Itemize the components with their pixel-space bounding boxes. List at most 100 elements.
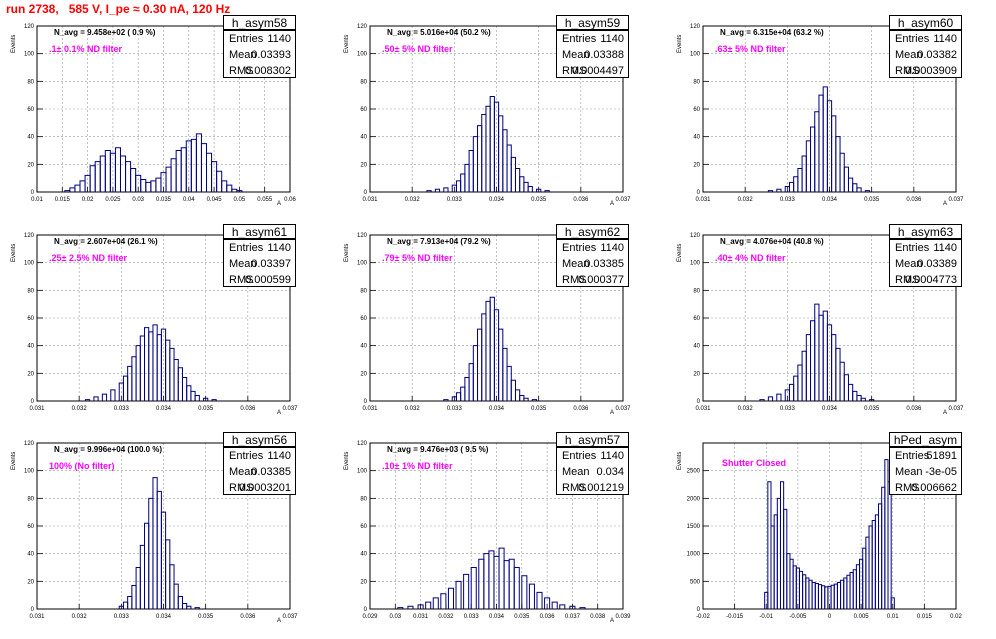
histogram-bin [485,105,491,192]
stats-entries-value: 1140 [267,33,291,45]
histogram-bin [460,386,466,401]
stats-rms-value: 0.0003909 [905,65,957,77]
histogram-bin [814,111,820,192]
y-tick-label: 40 [360,135,367,141]
x-axis-label: A [277,618,282,624]
stats-rms-label: RMS [895,482,920,494]
stats-row-entries: Entries 1140 [890,31,961,47]
histogram-plot-h_asym59: 0.031 0.032 0.033 0.034 0.035 0.036 0.037 0 20 40… [357,24,631,203]
stats-rms-label: RMS [229,482,254,494]
histogram-bin [152,477,158,609]
histogram-name-box: h_asym56 [223,432,296,447]
stats-row-mean: Mean 0.03385 [224,464,295,480]
x-tick-label: 0.031 [695,197,711,203]
histogram-bin [544,190,550,192]
histogram-bin [797,364,803,401]
x-tick-label: 0.033 [464,614,480,620]
x-tick-label: 0.038 [590,614,606,620]
histogram-bin [455,392,462,401]
histogram-bin [447,587,454,609]
x-axis-label: A [943,201,948,207]
histogram-bin [788,383,795,401]
histogram-bin [776,188,782,192]
histogram-bin [856,187,862,192]
histogram-bin [145,181,152,192]
x-axis-label: A [277,410,282,416]
y-tick-label: 0 [697,190,701,196]
histogram-bin [144,327,150,401]
stats-mean-value: 0.03389 [917,258,957,270]
stats-row-entries: Entries 1140 [224,240,295,256]
histogram-bin [203,397,209,401]
stats-row-rms: RMS 0.000599 [224,272,295,288]
x-tick-label: 0.02 [950,614,962,620]
x-tick-label: 0.01 [887,614,899,620]
histogram-bin [94,161,101,192]
y-tick-label: 0 [31,399,35,405]
y-axis-label: Events [11,243,17,262]
histogram-bin [506,365,512,401]
x-tick-label: 0.032 [405,406,421,412]
y-tick-label: 1000 [687,552,701,558]
stats-mean-value: -3e-05 [925,466,957,478]
x-tick-label: 0.031 [413,614,429,620]
y-tick-label: 100 [357,469,368,475]
x-tick-label: 0.034 [489,197,505,203]
filter-label: .63± 5% ND filter [715,44,786,54]
stats-entries-value: 1140 [600,450,624,462]
histogram-bin [551,601,558,609]
y-tick-label: 120 [24,24,35,30]
histogram-bin [432,597,439,609]
histogram-bin [536,591,543,609]
stats-mean-value: 0.03385 [584,258,624,270]
histogram-bin [528,583,535,609]
x-tick-label: 0.036 [240,614,256,620]
y-axis-label: Events [677,243,683,262]
x-tick-label: 0.039 [615,614,631,620]
histogram-bin [502,129,508,192]
histogram-name-box: h_asym57 [556,432,629,447]
x-tick-label: 0.036 [573,197,589,203]
histogram-panel-h_asym57: 0.029 0.03 0.031 0.032 0.033 0.034 0.035 0.036 0… [335,432,665,639]
histogram-bin [190,138,197,192]
y-tick-label: 60 [693,316,700,322]
stats-entries-label: Entries [895,242,930,254]
x-tick-label: 0.036 [573,406,589,412]
histogram-bin [523,397,529,401]
stats-rms-label: RMS [562,482,587,494]
histogram-bin [417,604,424,609]
histogram-bin [797,167,803,192]
x-tick-label: 0.031 [362,197,378,203]
histogram-panel-h_asym59: 0.031 0.032 0.033 0.034 0.035 0.036 0.037 0 20 40… [335,15,665,222]
x-tick-label: -0.005 [789,614,807,620]
stats-mean-value: 0.03388 [584,49,624,61]
stats-row-rms: RMS 0.0003909 [890,63,961,79]
y-tick-label: 80 [693,288,700,294]
x-tick-label: 0.015 [55,197,71,203]
histogram-bin [140,179,147,192]
histogram-bin [169,347,175,401]
stats-row-mean: Mean 0.03382 [890,47,961,63]
y-tick-label: 60 [27,524,34,530]
x-tick-label: 0.05 [234,197,246,203]
stats-rms-label: RMS [895,65,920,77]
histogram-name-box: h_asym63 [889,224,962,239]
x-tick-label: 0.03 [132,197,144,203]
histogram-bin [801,350,807,401]
histogram-bin [514,389,521,401]
y-tick-label: 120 [24,233,35,239]
histogram-bin [144,522,150,609]
histogram-panel-h_asym58: 0.01 0.015 0.02 0.025 0.03 0.035 0.04 0.045 0.05… [2,15,332,222]
stats-rms-value: 0.001219 [578,482,624,494]
histogram-bin [114,147,121,192]
histogram-bin [887,481,892,609]
histogram-bin [890,597,895,609]
n-avg-label: N_avg = 2.607e+04 (26.1 %) [54,237,158,246]
stats-entries-label: Entries [562,242,597,254]
histogram-bin [498,328,504,401]
histogram-name-box: h_asym59 [556,15,629,30]
stats-row-entries: Entries 51891 [890,448,961,464]
histogram-bin [173,583,179,609]
histogram-name-box: h_asym61 [223,224,296,239]
y-axis-label: Events [344,243,350,262]
